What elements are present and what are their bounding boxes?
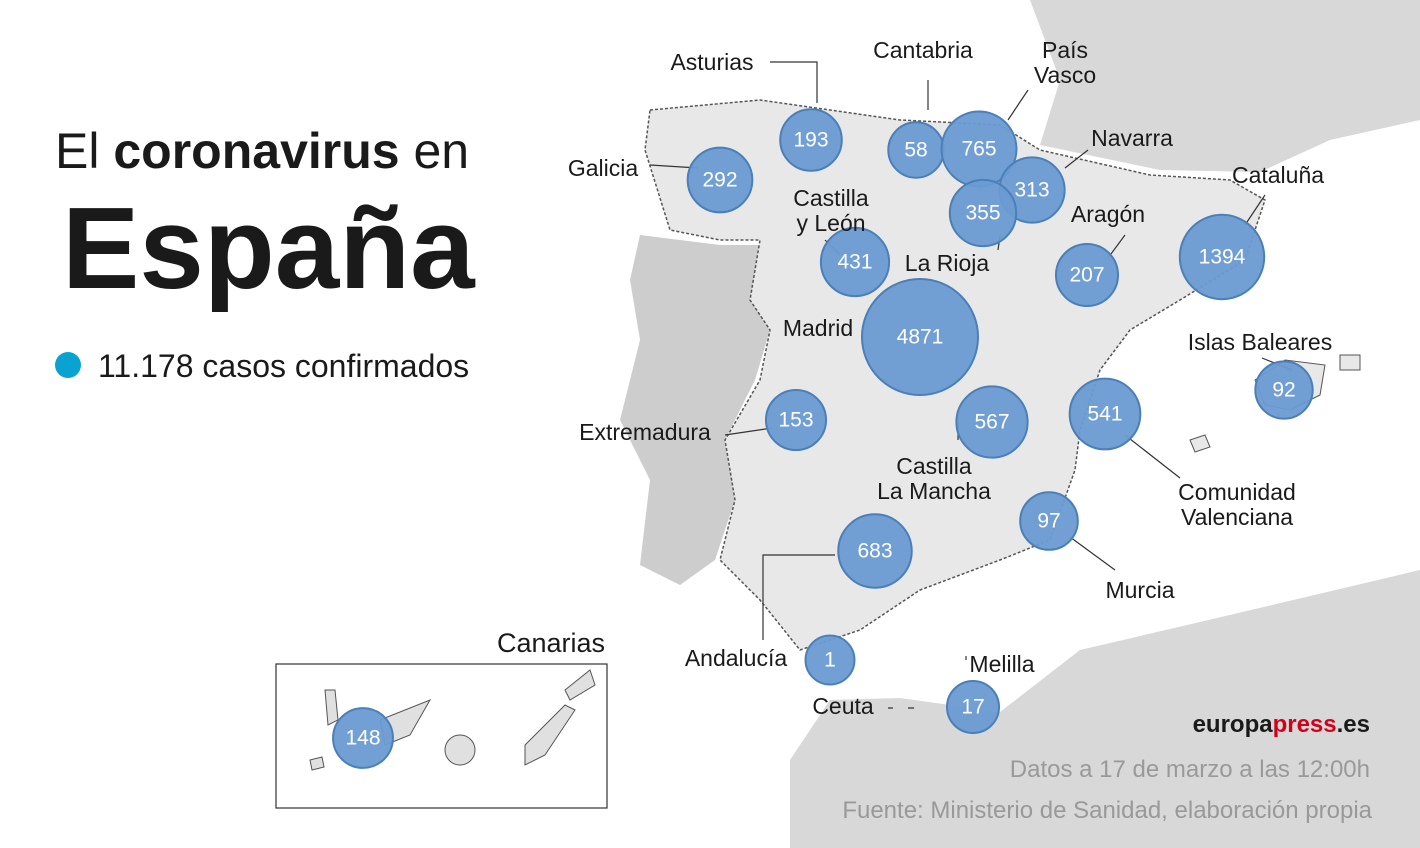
bubble-value: 541 <box>1087 403 1122 426</box>
brand: europapress.es <box>1193 711 1370 738</box>
region-label: Cataluña <box>1232 162 1324 188</box>
bubble <box>837 513 913 589</box>
bubble-value: 567 <box>974 411 1009 434</box>
legend-dot <box>55 352 81 378</box>
leader-line <box>762 554 835 640</box>
inset-label: Canarias <box>497 628 605 658</box>
leader-line <box>1244 194 1266 226</box>
region-label: Madrid <box>783 315 853 341</box>
brand-a: europa <box>1193 711 1274 738</box>
region-label: La Mancha <box>877 478 991 504</box>
bubble <box>1019 491 1079 551</box>
region-label: Castilla <box>896 453 972 479</box>
france <box>1030 0 1420 172</box>
bubble <box>945 679 1001 735</box>
bubble-value: 97 <box>1037 510 1060 533</box>
region-label: Melilla <box>969 651 1034 677</box>
region-label: Cantabria <box>873 37 973 63</box>
bubble-value: 58 <box>904 139 927 162</box>
title-prefix: El <box>55 123 99 179</box>
bubble-value: 1 <box>824 649 836 672</box>
bubble <box>1254 360 1314 420</box>
leader-line <box>724 427 773 436</box>
legend-text: 11.178 casos confirmados <box>98 348 469 384</box>
title-line1: El coronavirus en <box>55 123 469 179</box>
region-label: La Rioja <box>905 250 990 276</box>
title-bold: coronavirus <box>113 123 399 179</box>
region-label: Asturias <box>670 49 753 75</box>
land <box>275 0 1420 848</box>
region-label: Extremadura <box>579 419 711 445</box>
bubble <box>861 278 979 396</box>
leader-line <box>1124 434 1181 479</box>
bubble-value: 193 <box>793 129 828 152</box>
bubble-value: 292 <box>702 169 737 192</box>
bubble <box>686 146 754 214</box>
bubble-value: 153 <box>778 409 813 432</box>
region-label: Vasco <box>1034 62 1096 88</box>
bubble-value: 1394 <box>1199 246 1246 269</box>
bubble-value: 207 <box>1069 264 1104 287</box>
bubble <box>1178 213 1266 301</box>
region-label: Galicia <box>568 155 639 181</box>
bubble <box>948 178 1018 248</box>
region-label: Valenciana <box>1181 504 1293 530</box>
region-label: Comunidad <box>1178 479 1296 505</box>
bubble-value: 431 <box>837 251 872 274</box>
region-label: Navarra <box>1091 125 1173 151</box>
bubble <box>1068 377 1142 451</box>
leader-line <box>1064 149 1089 169</box>
region-label: País <box>1042 37 1088 63</box>
region-label: y León <box>796 210 865 236</box>
bubble <box>1054 242 1120 308</box>
portugal <box>620 235 770 585</box>
region-label: Castilla <box>793 185 869 211</box>
region-label: Ceuta <box>812 693 874 719</box>
africa <box>790 570 1420 848</box>
bubble-value: 92 <box>1272 379 1295 402</box>
bubble-value: 765 <box>961 138 996 161</box>
bubble <box>955 385 1029 459</box>
title-suffix: en <box>414 123 470 179</box>
bubble-value: 4871 <box>897 326 944 349</box>
bubble <box>779 108 843 172</box>
title-main: España <box>62 183 476 313</box>
leader-line <box>1007 89 1029 121</box>
bubble <box>819 226 891 298</box>
brand-c: .es <box>1337 711 1370 738</box>
bubble-value: 148 <box>345 727 380 750</box>
bubble-value: 17 <box>961 696 984 719</box>
bubble-value: 683 <box>857 540 892 563</box>
bubble <box>764 388 828 452</box>
bubble-value: 313 <box>1014 179 1049 202</box>
bubble-value: 355 <box>965 202 1000 225</box>
bubble <box>332 707 394 769</box>
region-label: Islas Baleares <box>1188 329 1332 355</box>
region-label: Andalucía <box>685 645 788 671</box>
footer-source: Fuente: Ministerio de Sanidad, elaboraci… <box>842 797 1372 824</box>
region-label: Murcia <box>1105 577 1174 603</box>
leader-line <box>770 61 818 103</box>
brand-b: press <box>1273 711 1337 738</box>
leader-line <box>1069 536 1116 571</box>
footer-date: Datos a 17 de marzo a las 12:00h <box>1010 756 1370 783</box>
bubble <box>804 634 856 686</box>
region-label: Aragón <box>1071 201 1145 227</box>
